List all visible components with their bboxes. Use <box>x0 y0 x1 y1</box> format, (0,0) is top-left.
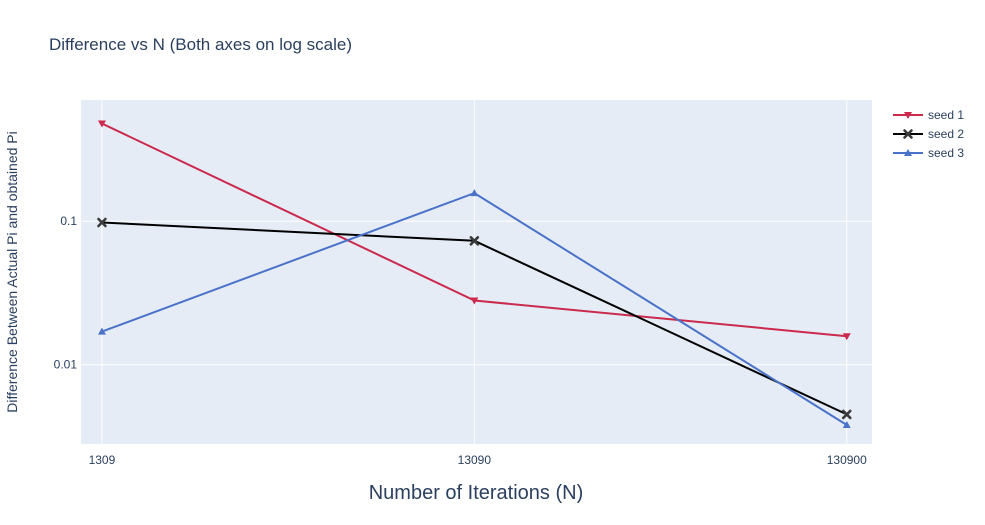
y-tick-label: 0.1 <box>60 214 77 228</box>
data-point-1 <box>470 297 479 305</box>
legend-item-2[interactable]: seed 2 <box>893 127 964 141</box>
x-tick-label: 1309 <box>89 453 116 467</box>
legend-swatch-marker <box>904 112 912 119</box>
x-axis-title: Number of Iterations (N) <box>369 482 584 504</box>
data-point-3 <box>97 327 106 335</box>
tick-labels: 1309 13090 130900 0.1 0.01 <box>54 214 867 467</box>
legend-item-3[interactable]: seed 3 <box>893 146 964 160</box>
data-point-1 <box>97 120 106 128</box>
legend-swatch-marker <box>904 149 912 156</box>
legend-label: seed 1 <box>928 108 964 122</box>
data-point-2 <box>97 217 107 228</box>
series-markers <box>97 120 852 428</box>
data-point-2 <box>469 236 480 246</box>
plot-area <box>81 100 872 444</box>
y-axis-title: Difference Between Actual Pi and obtaine… <box>4 131 20 412</box>
legend-label: seed 3 <box>928 146 964 160</box>
y-tick-label: 0.01 <box>54 358 78 372</box>
data-point-3 <box>470 189 479 197</box>
legend-swatch-marker <box>903 129 913 139</box>
legend-label: seed 2 <box>928 127 964 141</box>
legend-item-1[interactable]: seed 1 <box>893 108 964 122</box>
data-point-2 <box>841 409 852 420</box>
x-tick-label: 130900 <box>827 453 867 467</box>
data-point-3 <box>842 420 851 428</box>
legend[interactable]: seed 1 seed 2 seed 3 <box>893 108 964 160</box>
chart-title: Difference vs N (Both axes on log scale) <box>49 35 352 54</box>
x-tick-label: 13090 <box>458 453 492 467</box>
data-point-1 <box>842 333 851 341</box>
